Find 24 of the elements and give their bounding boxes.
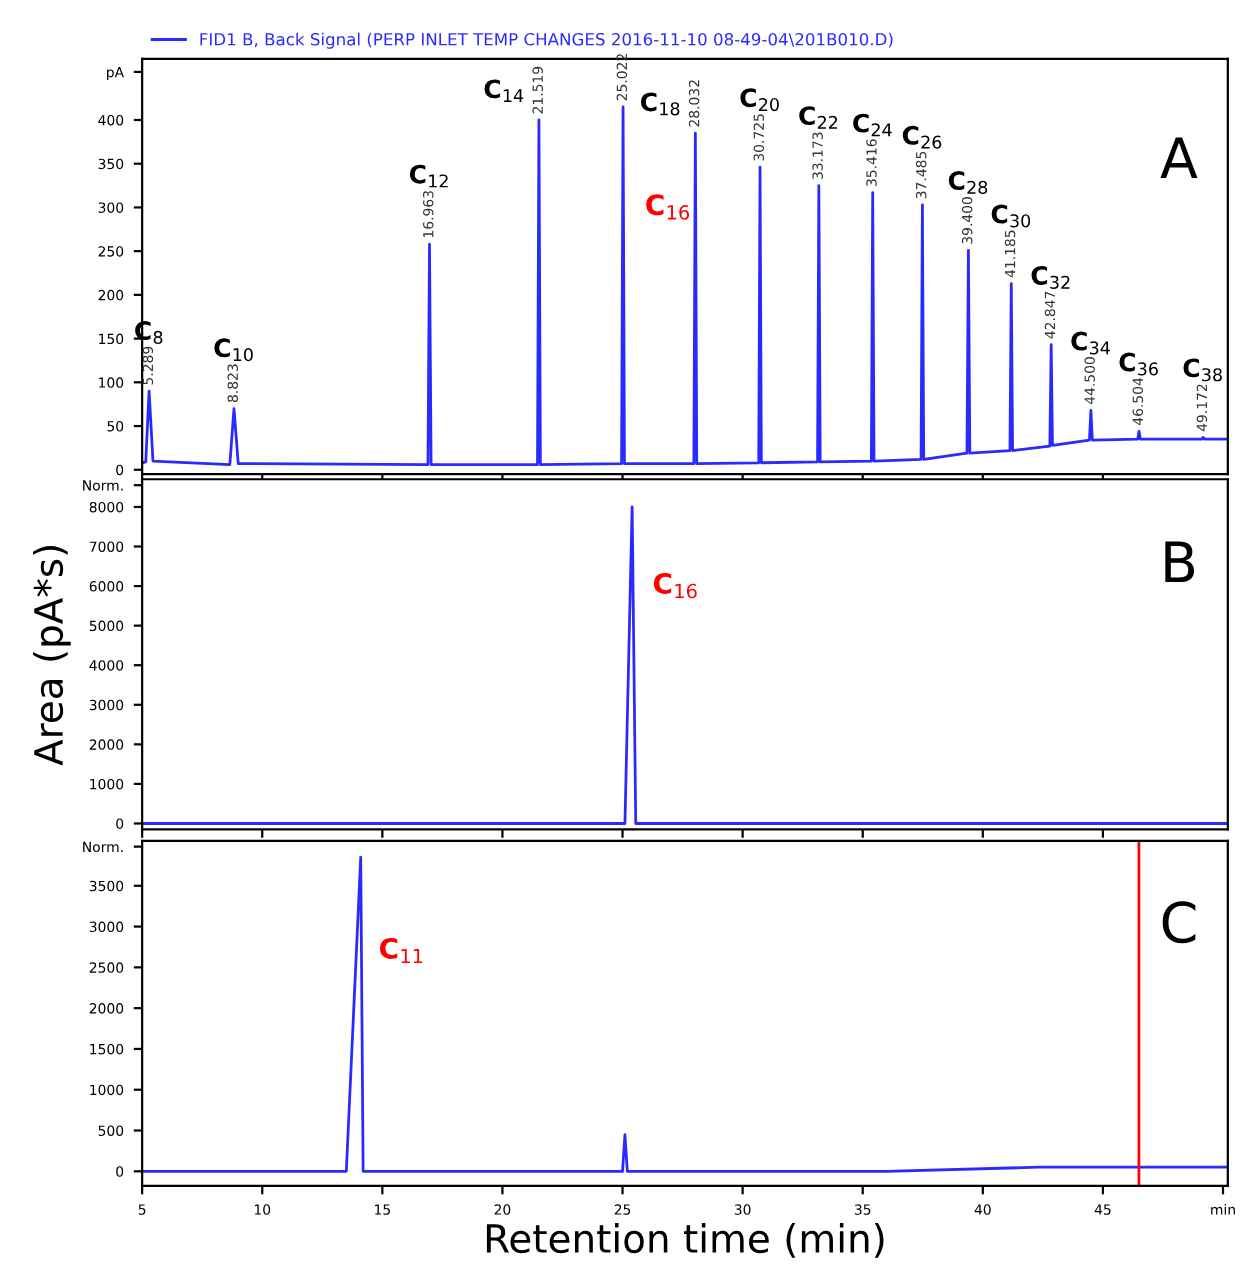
annotation: C$_{20}$: [740, 88, 779, 112]
annotation: C$_{24}$: [853, 113, 892, 137]
annotation: C$_{11}$: [380, 937, 423, 964]
annotation: C$_{18}$: [640, 92, 680, 116]
legend-label: FID1 B, Back Signal (PERP INLET TEMP CHANGES 2016-11-10 08-49-04\201B010.D): [200, 32, 893, 49]
annotation: A: [1160, 137, 1198, 178]
annotation: C$_{26}$: [902, 125, 942, 149]
annotation: C$_{10}$: [214, 338, 253, 362]
annotation: C$_{12}$: [409, 164, 448, 188]
annotation: C$_{34}$: [1071, 331, 1110, 355]
annotation: C$_{36}$: [1119, 352, 1158, 376]
annotation: C$_{30}$: [991, 204, 1031, 228]
annotation: C$_{22}$: [799, 106, 838, 129]
annotation: C: [1162, 901, 1196, 944]
annotation: C$_{16}$: [646, 194, 690, 220]
annotation: C$_{38}$: [1183, 358, 1222, 382]
line-series: [142, 855, 1228, 1173]
annotation: C$_{28}$: [948, 171, 988, 194]
annotation: B: [1165, 541, 1195, 583]
y-axis-title: Area (pA*s): [33, 546, 71, 766]
annotation: C$_{32}$: [1031, 266, 1070, 289]
x-axis-title: Retention time (min): [486, 1223, 884, 1258]
annotation: C$_{14}$: [484, 79, 524, 103]
annotation: C$_{16}$: [653, 572, 697, 599]
